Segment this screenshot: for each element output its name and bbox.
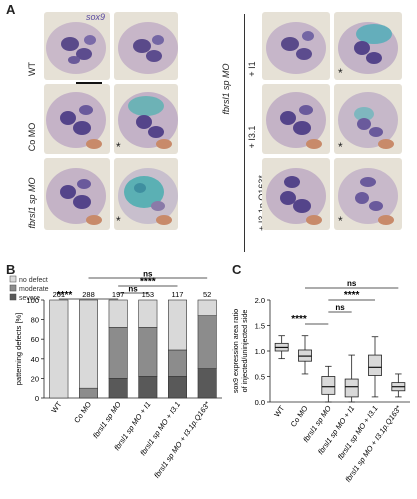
y-tick-label-c-1: 0.5 (255, 373, 265, 382)
bar-3-no-defect (138, 299, 158, 328)
photo-i31-injected (334, 84, 402, 154)
legend-label-2: severe (19, 295, 40, 302)
bar-2-no-defect (108, 299, 128, 328)
n-label-4: 117 (172, 290, 184, 299)
y-tick-label-4: 80 (31, 316, 39, 325)
bar-2-severe (108, 378, 128, 399)
x-tick-label-0: WT (49, 400, 63, 415)
legend-swatch-2 (9, 293, 17, 301)
photo-i31p-uninjected (262, 158, 330, 230)
row-label-i1: + I1 (247, 61, 257, 77)
sig-label-c-1: **** (344, 290, 360, 301)
sig-label-c-2: ns (335, 303, 345, 312)
n-label-1: 288 (82, 290, 95, 299)
x-tick-label-2: fbrsl1 sp MO (91, 400, 123, 440)
sig-label-c-3: **** (291, 314, 307, 325)
bar-2-moderate (108, 327, 128, 379)
y-tick-label-c-2: 1.0 (255, 347, 265, 356)
box-3 (344, 378, 359, 398)
n-label-2: 197 (112, 290, 125, 299)
bar-1-no-defect (79, 299, 98, 389)
y-tick-label-0: 0 (35, 394, 39, 403)
asterisk-i31: * (338, 140, 343, 154)
x-tick-label-c-1: Co MO (289, 404, 310, 429)
y-tick-label-c-0: 0.0 (255, 398, 265, 407)
photo-como-injected (114, 84, 178, 154)
row-label-co-mo: Co MO (27, 122, 37, 152)
y-axis-label-c-1: of injected/uninjected side (240, 310, 249, 393)
gene-label: sox9 (86, 12, 106, 22)
bar-0-no-defect (49, 299, 69, 399)
panel-label-b: B (6, 262, 16, 277)
sig-label-0: ns (143, 270, 153, 279)
y-tick-label-c-3: 1.5 (255, 322, 265, 331)
x-tick-label-5: fbrsl1 sp MO + I3.1p.Q163* (152, 399, 212, 480)
asterisk-i1: * (338, 66, 343, 80)
bar-5-severe (197, 368, 217, 399)
bar-4-no-defect (168, 299, 187, 351)
photo-fbrsl1-injected (114, 158, 178, 230)
box-2 (321, 376, 336, 395)
sig-label-1: **** (140, 277, 156, 288)
x-tick-label-1: Co MO (72, 400, 93, 425)
chart-b: no defectmoderateseverens****ns****02040… (9, 270, 222, 480)
photo-i1-uninjected (262, 12, 330, 80)
photo-i31p-injected (334, 158, 402, 230)
scale-bar (76, 82, 102, 84)
bar-4-severe (168, 376, 187, 399)
legend-swatch-0 (9, 275, 17, 283)
y-tick-label-c-4: 2.0 (255, 296, 265, 305)
group-bracket (244, 14, 245, 252)
photo-como-uninjected (44, 84, 110, 154)
sig-label-2: ns (128, 285, 138, 294)
y-tick-label-5: 100 (26, 296, 39, 305)
asterisk-i31p: * (338, 214, 343, 228)
bar-5-no-defect (197, 299, 217, 316)
box-4 (368, 354, 382, 376)
panel-label-c: C (232, 262, 242, 277)
photo-wt-uninjected (44, 12, 110, 80)
legend-swatch-1 (9, 284, 17, 292)
legend-label-0: no defect (19, 277, 48, 284)
row-label-wt: WT (27, 62, 37, 76)
n-label-5: 52 (203, 290, 211, 299)
bar-3-severe (138, 376, 158, 399)
asterisk-como: * (116, 140, 121, 154)
photo-i31-uninjected (262, 84, 330, 154)
n-label-3: 153 (142, 290, 155, 299)
bar-1-moderate (79, 387, 98, 399)
bar-5-moderate (197, 315, 217, 369)
y-tick-label-2: 40 (31, 355, 39, 364)
y-axis-label-c-0: sox9 expression area ratio (231, 309, 240, 393)
y-tick-label-1: 20 (31, 374, 39, 383)
row-label-i31: + I3.1 (247, 125, 257, 149)
chart-c: ns **** ns **** 0.0 0.5 1.0 1.5 2.0 sox9 expressi… (231, 279, 410, 484)
n-label-0: 201 (53, 290, 66, 299)
photo-wt-injected (114, 12, 178, 80)
y-axis-label: patterning defects [%] (14, 313, 23, 386)
asterisk-fbrsl1: * (116, 214, 121, 228)
photo-fbrsl1-uninjected (44, 158, 110, 230)
bar-4-moderate (168, 349, 187, 377)
sig-label-3: **** (57, 290, 73, 301)
row-label-fbrsl1: fbrsl1 sp MO (27, 177, 37, 229)
panel-label-a: A (6, 2, 16, 17)
photo-i1-injected (334, 12, 402, 80)
legend-label-1: moderate (19, 286, 49, 293)
sig-label-c-0: ns (347, 279, 357, 288)
group-label-fbrsl1: fbrsl1 sp MO (221, 63, 231, 115)
x-tick-label-c-0: WT (272, 404, 286, 419)
y-tick-label-3: 60 (31, 335, 39, 344)
bar-3-moderate (138, 327, 158, 377)
